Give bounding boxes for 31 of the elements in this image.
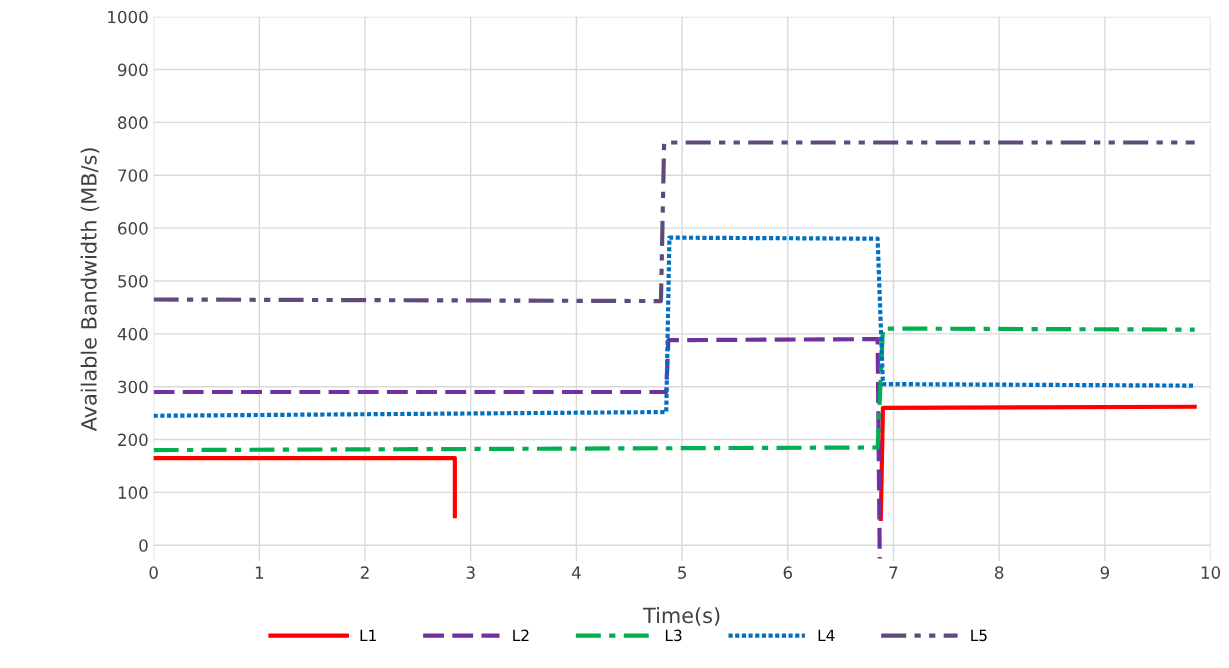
y-axis-title: Available Bandwidth (MB/s)	[80, 148, 100, 432]
line-series	[153, 326, 1197, 453]
y-tick-label: 200	[118, 433, 148, 447]
y-tick-label: 900	[118, 63, 148, 77]
x-tick-label: 9	[1100, 566, 1109, 579]
legend-label: L4	[818, 629, 835, 641]
y-tick-label: 300	[118, 380, 148, 394]
x-tick-label: 0	[149, 566, 158, 579]
y-tick-label: 1000	[108, 10, 148, 24]
y-tick-label: 700	[118, 169, 148, 182]
line-series	[153, 337, 882, 561]
y-tick-label: 600	[118, 222, 148, 235]
x-tick-label: 6	[783, 566, 793, 579]
x-tick-label: 8	[995, 566, 1004, 579]
legend-label: L2	[513, 629, 529, 641]
y-tick-label: 100	[118, 486, 148, 499]
x-tick-label: 3	[466, 566, 475, 579]
x-tick-label: 10	[1201, 566, 1221, 579]
legend-label: L5	[971, 629, 987, 642]
y-tick-label: 400	[117, 327, 148, 341]
x-tick-label: 2	[360, 566, 369, 579]
x-tick-label: 4	[571, 566, 581, 579]
x-tick-label: 1	[255, 566, 264, 579]
legend-label: L1	[360, 629, 376, 641]
y-tick-label: 500	[118, 274, 148, 288]
y-tick-label: 800	[118, 116, 148, 129]
x-tick-label: 5	[678, 566, 686, 579]
x-tick-label: 7	[889, 566, 898, 579]
x-axis-title: Time(s)	[642, 607, 720, 626]
legend-label: L3	[665, 629, 682, 642]
y-tick-label: 0	[139, 539, 148, 552]
